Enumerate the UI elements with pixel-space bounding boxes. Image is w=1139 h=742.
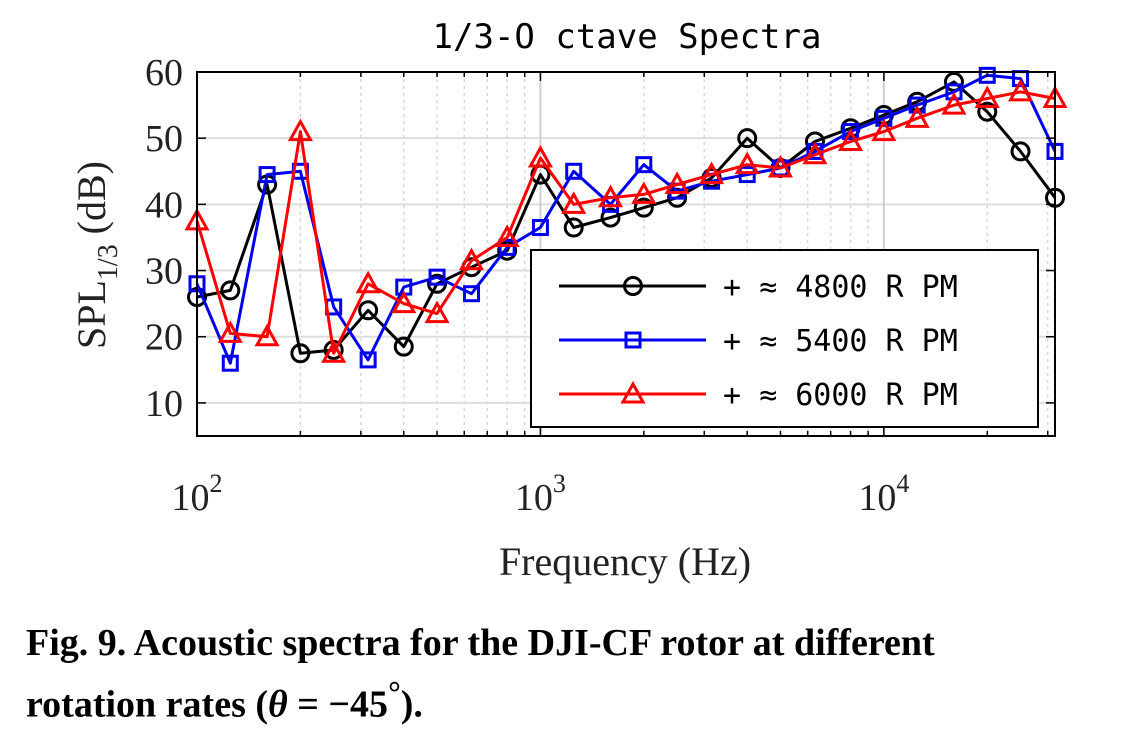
legend-marker bbox=[624, 331, 642, 349]
y-axis-label-main: SPL bbox=[69, 280, 114, 349]
legend-marker bbox=[620, 380, 646, 404]
data-point bbox=[355, 270, 381, 294]
x-tick-label: 102 bbox=[172, 469, 223, 519]
y-tick-label: 50 bbox=[145, 118, 183, 160]
x-tick-label-base: 10 bbox=[172, 477, 210, 519]
data-point bbox=[563, 217, 584, 238]
data-point bbox=[1007, 78, 1034, 102]
caption-equals: = −45 bbox=[287, 683, 389, 726]
data-point bbox=[565, 162, 583, 180]
legend-item: + ≈ 6000 R PM bbox=[559, 378, 958, 413]
y-tick-label: 10 bbox=[145, 383, 183, 425]
y-axis-label-unit: (dB) bbox=[69, 161, 114, 244]
plot-frame bbox=[196, 71, 1056, 437]
data-point bbox=[221, 354, 239, 372]
data-point bbox=[527, 144, 553, 168]
data-point bbox=[842, 123, 860, 141]
caption-line-1: Fig. 9. Acoustic spectra for the DJI-CF … bbox=[26, 622, 935, 664]
legend-item: + ≈ 4800 R PM bbox=[559, 270, 958, 305]
x-tick-label-exponent: 4 bbox=[896, 469, 909, 498]
data-point bbox=[908, 96, 926, 114]
data-point bbox=[600, 207, 621, 228]
legend-marker bbox=[623, 276, 643, 296]
data-point bbox=[290, 343, 311, 364]
data-point bbox=[424, 300, 450, 324]
x-tick-label-base: 10 bbox=[515, 477, 553, 519]
data-point bbox=[494, 224, 520, 247]
legend-label: + ≈ 5400 R PM bbox=[723, 324, 958, 359]
x-tick-label: 104 bbox=[858, 469, 909, 519]
data-point bbox=[217, 320, 243, 343]
y-tick-label: 60 bbox=[145, 52, 183, 94]
data-point bbox=[633, 197, 654, 218]
caption-suffix: ). bbox=[400, 683, 423, 726]
data-point bbox=[358, 300, 379, 321]
x-tick-label: 103 bbox=[515, 469, 566, 519]
x-tick-label-base: 10 bbox=[858, 477, 896, 519]
y-tick-label: 30 bbox=[145, 251, 183, 293]
data-point bbox=[738, 166, 756, 184]
data-point bbox=[254, 323, 280, 347]
data-point bbox=[734, 151, 760, 175]
data-point bbox=[802, 141, 828, 165]
data-point bbox=[631, 181, 657, 204]
data-point bbox=[838, 128, 864, 151]
data-point bbox=[597, 184, 624, 208]
legend-item: + ≈ 5400 R PM bbox=[559, 324, 958, 359]
data-point bbox=[974, 85, 1000, 108]
caption-degree: ° bbox=[388, 675, 401, 710]
data-point bbox=[767, 154, 794, 178]
data-point bbox=[871, 118, 897, 142]
data-point bbox=[498, 238, 516, 256]
data-point bbox=[904, 105, 930, 128]
data-point bbox=[635, 156, 653, 174]
data-point bbox=[458, 247, 485, 271]
caption-prefix: rotation rates ( bbox=[26, 683, 269, 726]
x-tick-label-exponent: 3 bbox=[553, 469, 566, 498]
data-point bbox=[359, 351, 377, 369]
data-point bbox=[220, 280, 241, 301]
x-axis-label: Frequency (Hz) bbox=[499, 539, 751, 584]
data-point bbox=[737, 128, 758, 149]
data-point bbox=[664, 171, 690, 195]
y-axis-label-subscript: 1/3 bbox=[93, 244, 124, 280]
data-point bbox=[1010, 141, 1031, 162]
data-point bbox=[561, 191, 587, 214]
data-point bbox=[321, 340, 347, 363]
legend: + ≈ 4800 R PM + ≈ 5400 R PM + ≈ 6000 R PM bbox=[530, 249, 1039, 428]
data-point bbox=[287, 118, 313, 142]
data-point bbox=[945, 83, 963, 101]
x-tick-label-exponent: 2 bbox=[210, 469, 223, 498]
data-point bbox=[977, 101, 998, 122]
caption-line-2: rotation rates (θ = −45°). bbox=[26, 668, 1126, 730]
figure-caption: Fig. 9. Acoustic spectra for the DJI-CF … bbox=[26, 618, 1126, 730]
caption-theta: θ bbox=[268, 683, 288, 726]
data-point bbox=[978, 66, 996, 84]
series-3 bbox=[184, 78, 1068, 363]
y-axis-label: SPL1/3 (dB) bbox=[69, 161, 124, 349]
legend-label: + ≈ 6000 R PM bbox=[723, 378, 958, 413]
data-point bbox=[391, 290, 417, 314]
data-point bbox=[699, 161, 725, 185]
data-point bbox=[941, 92, 967, 115]
data-point bbox=[428, 268, 446, 286]
legend-label: + ≈ 4800 R PM bbox=[723, 270, 958, 305]
data-point bbox=[875, 109, 893, 127]
y-tick-label: 20 bbox=[145, 317, 183, 359]
data-point bbox=[531, 219, 549, 237]
chart-title: 1/3-O ctave Spectra bbox=[433, 17, 822, 57]
y-tick-label: 40 bbox=[145, 184, 183, 226]
data-point bbox=[463, 285, 481, 303]
data-point bbox=[258, 166, 276, 184]
data-point bbox=[393, 336, 414, 357]
